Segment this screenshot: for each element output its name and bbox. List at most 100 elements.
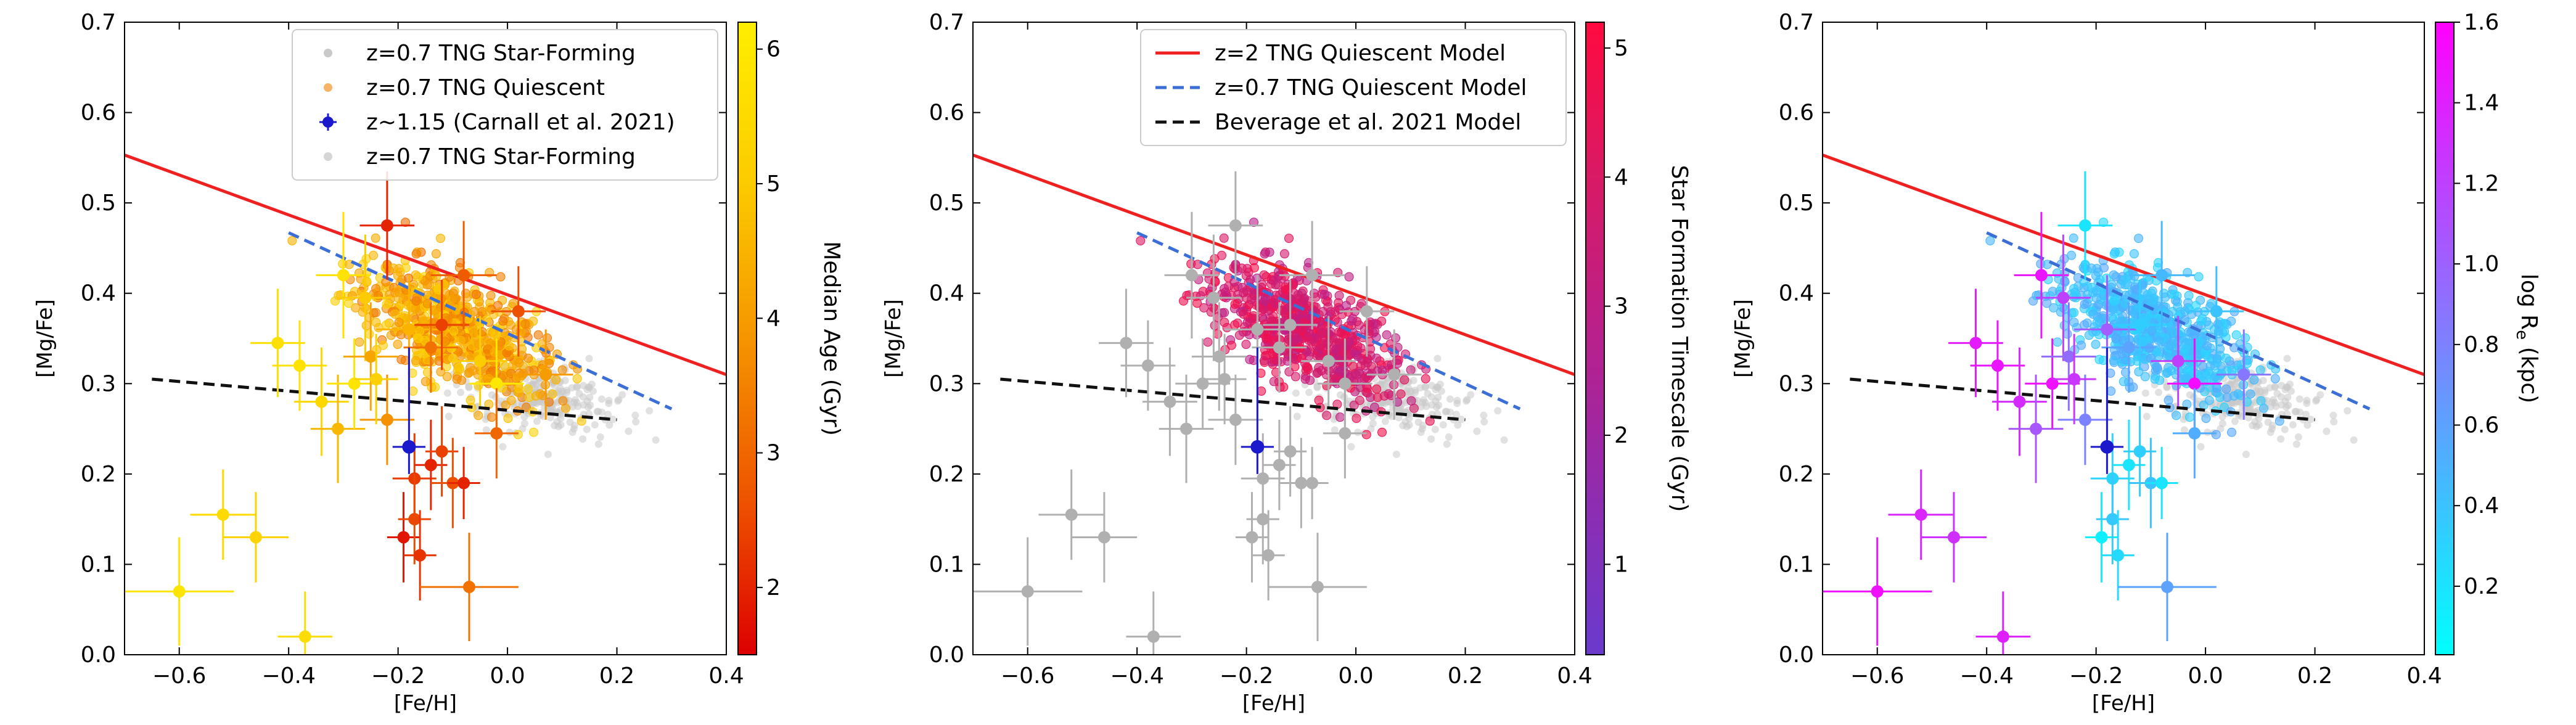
tng-star-forming-point xyxy=(566,418,574,426)
observed-point xyxy=(2188,427,2201,440)
data-layer xyxy=(973,154,1575,655)
carnall-point xyxy=(402,440,416,454)
tng-quiescent-point xyxy=(2129,249,2139,259)
tng-star-forming-point xyxy=(2271,383,2279,391)
tng-quiescent-point xyxy=(2270,374,2280,383)
tng-star-forming-point xyxy=(1414,418,1422,426)
tng-quiescent-point xyxy=(2227,366,2237,375)
tng-quiescent-point xyxy=(1317,328,1327,338)
tng-quiescent-point xyxy=(1297,326,1307,336)
tng-star-forming-point xyxy=(594,440,602,448)
observed-point xyxy=(2133,319,2146,332)
observed-point xyxy=(364,350,377,363)
tng-quiescent-point xyxy=(1245,354,1255,364)
tng-star-forming-point xyxy=(557,421,565,429)
tng-star-forming-point xyxy=(2289,421,2297,429)
tng-quiescent-point xyxy=(548,389,557,399)
observed-point xyxy=(2210,305,2223,318)
tng-star-forming-point xyxy=(1424,390,1432,398)
tng-star-forming-point xyxy=(1453,399,1461,408)
observed-point xyxy=(1306,477,1319,489)
y-tick-label: 0.7 xyxy=(929,10,964,35)
tng-star-forming-point xyxy=(556,411,564,419)
colorbar-tick-label: 0.6 xyxy=(2464,413,2499,438)
tng-quiescent-point xyxy=(411,304,420,314)
tng-quiescent-point xyxy=(1220,317,1229,327)
tng-quiescent-point xyxy=(378,340,388,350)
tng-quiescent-point xyxy=(2109,356,2119,366)
tng-star-forming-point xyxy=(551,422,559,430)
tng-quiescent-point xyxy=(1259,304,1269,314)
tng-star-forming-point xyxy=(2266,428,2275,436)
tng-star-forming-point xyxy=(1369,413,1377,421)
observed-point xyxy=(1262,549,1275,562)
y-tick-label: 0.6 xyxy=(929,100,964,126)
tng-star-forming-point xyxy=(1432,385,1440,393)
tng-star-forming-point xyxy=(1427,435,1435,443)
tng-star-forming-point xyxy=(2255,421,2263,429)
tng-star-forming-point xyxy=(465,383,473,391)
tng-star-forming-point xyxy=(544,450,552,458)
tng-quiescent-point xyxy=(2212,383,2221,393)
tng-star-forming-point xyxy=(1395,414,1403,422)
tng-star-forming-point xyxy=(646,407,654,415)
observed-point xyxy=(1360,305,1373,318)
tng-star-forming-point xyxy=(2292,440,2300,448)
tng-star-forming-point xyxy=(596,433,604,441)
tng-quiescent-point xyxy=(1210,276,1220,286)
tng-quiescent-point xyxy=(1284,234,1294,244)
tng-star-forming-point xyxy=(546,414,554,422)
observed-point xyxy=(380,219,393,232)
tng-quiescent-point xyxy=(496,272,506,282)
tng-quiescent-point xyxy=(1312,351,1322,361)
tng-quiescent-point xyxy=(442,372,452,382)
tng-star-forming-point xyxy=(589,387,597,395)
colorbar-tick-label: 1.4 xyxy=(2464,91,2499,116)
y-tick-label: 0.4 xyxy=(929,281,964,306)
data-layer xyxy=(1823,154,2424,655)
observed-point xyxy=(512,305,525,318)
tng-quiescent-point xyxy=(1347,316,1356,326)
tng-quiescent-point xyxy=(2099,263,2109,272)
tng-star-forming-point xyxy=(2270,396,2278,404)
tng-star-forming-point xyxy=(573,383,581,391)
tng-quiescent-point xyxy=(464,367,474,377)
tng-quiescent-point xyxy=(2042,298,2052,308)
colorbar-label-sub: e xyxy=(2512,330,2531,340)
y-tick-label: 0.5 xyxy=(929,190,964,216)
tng-quiescent-point xyxy=(1301,366,1311,375)
y-tick-label: 0.2 xyxy=(81,462,116,487)
tng-star-forming-point xyxy=(1473,427,1481,435)
tng-quiescent-point xyxy=(2191,301,2201,311)
tng-quiescent-point xyxy=(2150,374,2160,384)
observed-point xyxy=(1339,427,1352,440)
tng-quiescent-point xyxy=(1372,384,1382,394)
tng-star-forming-point xyxy=(631,411,639,419)
tng-star-forming-point xyxy=(2291,408,2299,416)
tng-quiescent-point xyxy=(2162,351,2172,361)
y-tick-label: 0.5 xyxy=(81,190,116,216)
tng-star-forming-point xyxy=(2330,418,2338,426)
tng-quiescent-point xyxy=(466,395,475,405)
observed-point xyxy=(424,341,437,354)
tng-quiescent-point xyxy=(1421,374,1430,383)
colorbar-label: Median Age (Gyr) xyxy=(819,241,844,436)
tng-quiescent-point xyxy=(393,340,403,350)
tng-quiescent-point xyxy=(393,271,403,281)
tng-star-forming-point xyxy=(1292,389,1300,397)
observed-point xyxy=(1021,585,1034,598)
tng-star-forming-point xyxy=(2284,393,2292,401)
observed-point xyxy=(1141,359,1154,372)
tng-quiescent-point xyxy=(2080,320,2090,330)
x-tick-label: −0.2 xyxy=(371,663,425,689)
tng-quiescent-point xyxy=(1355,395,1364,405)
observed-point xyxy=(1218,372,1231,385)
tng-star-forming-point xyxy=(2294,433,2302,441)
tng-star-forming-point xyxy=(2295,395,2303,403)
tng-star-forming-point xyxy=(1434,354,1442,362)
observed-point xyxy=(173,585,186,598)
tng-star-forming-point xyxy=(2272,403,2280,411)
tng-star-forming-point xyxy=(2217,425,2225,433)
tng-quiescent-point xyxy=(1379,391,1389,401)
